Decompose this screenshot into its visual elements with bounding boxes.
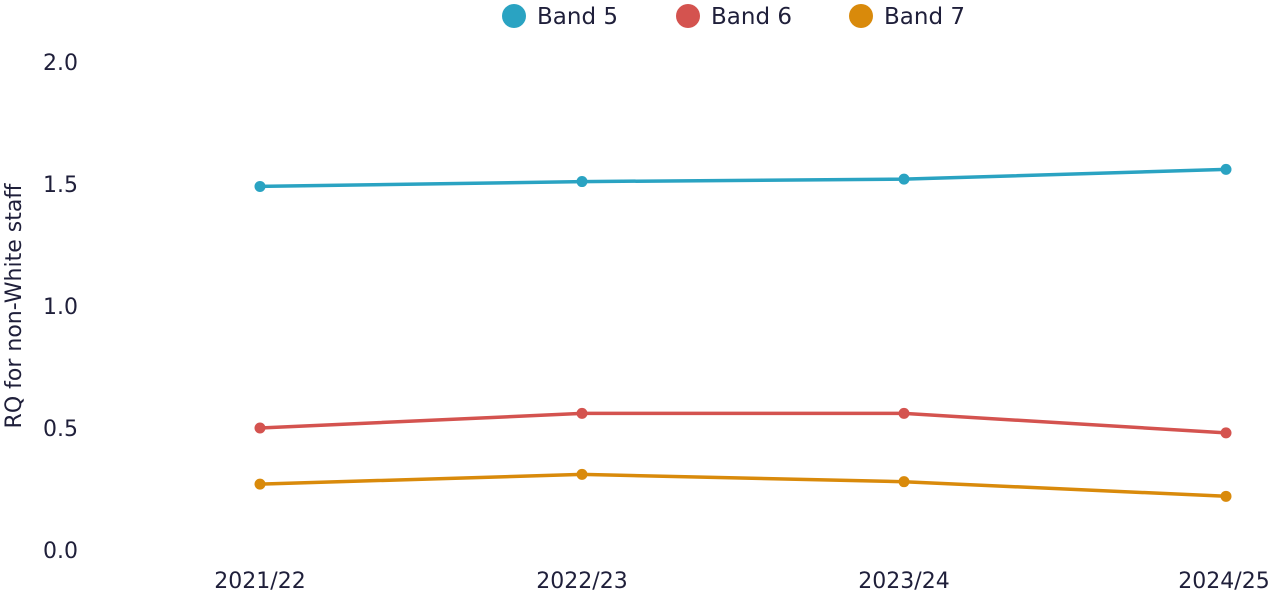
series-band-5	[254, 163, 1232, 192]
y-axis-title: RQ for non-White staff	[2, 183, 27, 429]
data-point	[254, 422, 266, 434]
x-tick-label: 2024/25	[1178, 569, 1269, 594]
x-tick-label: 2023/24	[858, 569, 949, 594]
x-tick-label: 2021/22	[214, 569, 305, 594]
legend-label: Band 7	[884, 4, 965, 30]
y-axis: RQ for non-White staff 0.0 0.5 1.0 1.5 2.0	[2, 51, 78, 564]
data-point	[576, 468, 588, 480]
legend-marker	[502, 4, 526, 28]
legend-item: Band 6	[676, 4, 792, 30]
data-point	[898, 476, 910, 488]
data-point	[898, 173, 910, 185]
data-point	[576, 176, 588, 188]
data-point	[254, 180, 266, 192]
y-tick-label: 1.5	[43, 173, 78, 198]
data-point	[1220, 163, 1232, 175]
series-band-6	[254, 407, 1232, 439]
data-point	[254, 478, 266, 490]
legend: Band 5 Band 6 Band 7	[502, 4, 965, 30]
y-tick-label: 0.5	[43, 417, 78, 442]
legend-marker	[849, 4, 873, 28]
data-point	[1220, 427, 1232, 439]
legend-marker	[676, 4, 700, 28]
legend-label: Band 6	[711, 4, 792, 30]
series-line	[258, 411, 1228, 435]
legend-item: Band 7	[849, 4, 965, 30]
series-line	[258, 167, 1228, 189]
data-point	[898, 407, 910, 419]
data-point	[1220, 490, 1232, 502]
series-band-7	[254, 468, 1232, 502]
legend-item: Band 5	[502, 4, 618, 30]
data-point	[576, 407, 588, 419]
y-tick-label: 2.0	[43, 51, 78, 76]
series-line	[258, 472, 1228, 499]
legend-label: Band 5	[537, 4, 618, 30]
x-axis: 2021/22 2022/23 2023/24 2024/25	[214, 569, 1269, 594]
y-tick-label: 1.0	[43, 295, 78, 320]
y-tick-label: 0.0	[43, 539, 78, 564]
plot-area	[254, 163, 1232, 502]
x-tick-label: 2022/23	[536, 569, 627, 594]
